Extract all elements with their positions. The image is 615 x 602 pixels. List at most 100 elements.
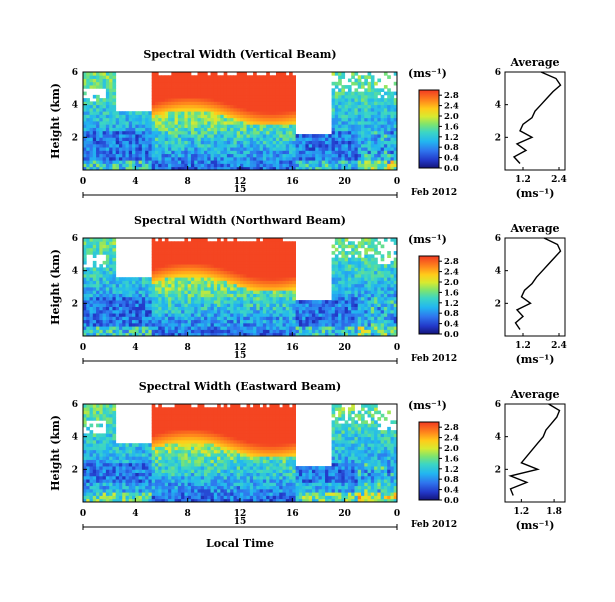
- heatmap-cell: [129, 313, 133, 317]
- heatmap-cell: [286, 124, 290, 128]
- heatmap-cell: [237, 134, 241, 138]
- heatmap-cell: [292, 147, 296, 151]
- heatmap-cell: [109, 157, 113, 161]
- heatmap-cell: [204, 95, 208, 99]
- average-y-tick-label: 2: [495, 299, 501, 309]
- heatmap-cell: [289, 316, 293, 320]
- heatmap-cell: [368, 134, 372, 138]
- heatmap-cell: [103, 303, 107, 307]
- heatmap-cell: [247, 144, 251, 148]
- heatmap-cell: [191, 267, 195, 271]
- heatmap-cell: [345, 141, 349, 145]
- heatmap-cell: [358, 280, 362, 284]
- heatmap-cell: [83, 150, 87, 154]
- heatmap-cell: [240, 274, 244, 278]
- heatmap-cell: [354, 82, 358, 86]
- heatmap-cell: [224, 310, 228, 314]
- heatmap-cell: [103, 310, 107, 314]
- heatmap-cell: [230, 277, 234, 281]
- heatmap-cell: [184, 79, 188, 83]
- heatmap-cell: [148, 303, 152, 307]
- heatmap-cell: [171, 147, 175, 151]
- heatmap-cell: [155, 141, 159, 145]
- heatmap-cell: [99, 300, 103, 304]
- heatmap-cell: [181, 147, 185, 151]
- heatmap-cell: [279, 264, 283, 268]
- heatmap-cell: [184, 101, 188, 105]
- heatmap-cell: [178, 254, 182, 258]
- heatmap-cell: [243, 254, 247, 258]
- heatmap-cell: [374, 300, 378, 304]
- heatmap-cell: [322, 144, 326, 148]
- heatmap-cell: [250, 118, 254, 122]
- heatmap-cell: [207, 290, 211, 294]
- heatmap-cell: [351, 323, 355, 327]
- heatmap-cell: [207, 264, 211, 268]
- heatmap-cell: [348, 271, 352, 275]
- heatmap-cell: [119, 316, 123, 320]
- heatmap-cell: [390, 163, 394, 167]
- heatmap-cell: [243, 92, 247, 96]
- heatmap-cell: [220, 111, 224, 115]
- heatmap-cell: [93, 280, 97, 284]
- heatmap-cell: [354, 280, 358, 284]
- heatmap-cell: [165, 313, 169, 317]
- heatmap-cell: [204, 264, 208, 268]
- heatmap-cell: [175, 154, 179, 158]
- heatmap-cell: [256, 303, 260, 307]
- heatmap-cell: [178, 128, 182, 132]
- heatmap-cell: [168, 323, 172, 327]
- heatmap-cell: [178, 101, 182, 105]
- heatmap-cell: [224, 287, 228, 291]
- heatmap-cell: [168, 300, 172, 304]
- heatmap-cell: [178, 290, 182, 294]
- heatmap-cell: [348, 287, 352, 291]
- heatmap-cell: [240, 128, 244, 132]
- heatmap-cell: [119, 284, 123, 288]
- heatmap-cell: [162, 310, 166, 314]
- heatmap-cell: [184, 313, 188, 317]
- heatmap-cell: [145, 297, 149, 301]
- heatmap-cell: [302, 141, 306, 145]
- heatmap-cell: [184, 88, 188, 92]
- heatmap-cell: [112, 101, 116, 105]
- heatmap-cell: [390, 294, 394, 298]
- heatmap-cell: [358, 300, 362, 304]
- heatmap-cell: [217, 114, 221, 118]
- heatmap-cell: [139, 284, 143, 288]
- heatmap-cell: [233, 111, 237, 115]
- heatmap-cell: [99, 154, 103, 158]
- heatmap-cell: [374, 101, 378, 105]
- heatmap-cell: [381, 150, 385, 154]
- heatmap-cell: [211, 72, 215, 76]
- heatmap-cell: [312, 307, 316, 311]
- heatmap-cell: [184, 75, 188, 79]
- heatmap-cell: [315, 141, 319, 145]
- heatmap-cell: [312, 144, 316, 148]
- heatmap-cell: [83, 258, 87, 262]
- heatmap-cell: [237, 128, 241, 132]
- heatmap-cell: [358, 85, 362, 89]
- heatmap-cell: [129, 157, 133, 161]
- heatmap-cell: [390, 320, 394, 324]
- heatmap-cell: [322, 329, 326, 333]
- heatmap-cell: [253, 141, 257, 145]
- heatmap-cell: [361, 329, 365, 333]
- heatmap-cell: [211, 118, 215, 122]
- heatmap-cell: [351, 271, 355, 275]
- heatmap-cell: [305, 326, 309, 330]
- heatmap-cell: [204, 124, 208, 128]
- heatmap-cell: [260, 310, 264, 314]
- heatmap-cell: [194, 284, 198, 288]
- heatmap-cell: [96, 267, 100, 271]
- heatmap-cell: [197, 141, 201, 145]
- heatmap-cell: [338, 329, 342, 333]
- heatmap-cell: [312, 137, 316, 141]
- heatmap-cell: [237, 121, 241, 125]
- heatmap-cell: [358, 297, 362, 301]
- heatmap-cell: [286, 118, 290, 122]
- heatmap-cell: [178, 141, 182, 145]
- heatmap-cell: [162, 320, 166, 324]
- heatmap-cell: [374, 310, 378, 314]
- heatmap-cell: [240, 134, 244, 138]
